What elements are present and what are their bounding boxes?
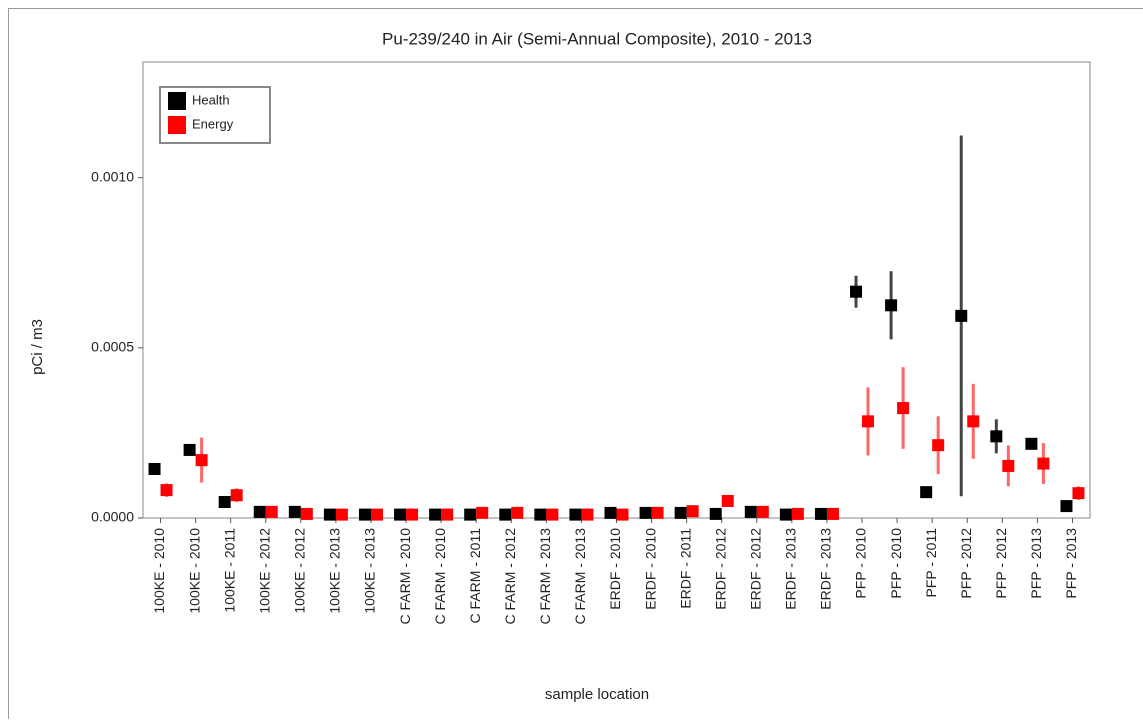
x-tick-label: ERDF - 2011 xyxy=(677,528,693,609)
point xyxy=(289,506,301,518)
x-tick-label: C FARM - 2010 xyxy=(432,528,448,625)
x-tick-label: C FARM - 2013 xyxy=(537,528,553,625)
x-tick-label: 100KE - 2012 xyxy=(256,528,272,614)
point xyxy=(827,508,839,520)
point xyxy=(149,463,161,475)
point xyxy=(885,299,897,311)
y-axis-label: pCi / m3 xyxy=(29,319,46,375)
point xyxy=(511,507,523,519)
point xyxy=(301,508,313,520)
point xyxy=(231,489,243,501)
point xyxy=(534,509,546,521)
x-tick-label: 100KE - 2010 xyxy=(186,528,202,614)
point xyxy=(605,507,617,519)
point xyxy=(476,507,488,519)
point xyxy=(464,509,476,521)
y-tick-label: 0.0000 xyxy=(91,509,134,525)
point xyxy=(569,509,581,521)
point xyxy=(499,509,511,521)
x-tick-label: C FARM - 2011 xyxy=(467,528,483,624)
point xyxy=(359,509,371,521)
point xyxy=(1072,487,1084,499)
x-tick-label: PFP - 2012 xyxy=(993,528,1009,599)
point xyxy=(219,496,231,508)
point xyxy=(815,508,827,520)
point xyxy=(675,507,687,519)
x-tick-label: 100KE - 2013 xyxy=(327,528,343,614)
point xyxy=(932,439,944,451)
x-tick-label: ERDF - 2013 xyxy=(783,528,799,610)
point xyxy=(850,286,862,298)
y-tick-label: 0.0010 xyxy=(91,168,134,184)
x-tick-label: ERDF - 2012 xyxy=(747,528,763,610)
point xyxy=(780,509,792,521)
x-tick-label: C FARM - 2013 xyxy=(572,528,588,625)
x-tick-label: ERDF - 2013 xyxy=(818,528,834,610)
x-tick-label: PFP - 2010 xyxy=(888,528,904,599)
point xyxy=(324,509,336,521)
point xyxy=(1025,438,1037,450)
point xyxy=(652,507,664,519)
point xyxy=(955,310,967,322)
legend-swatch xyxy=(168,116,186,134)
point xyxy=(640,507,652,519)
point xyxy=(184,444,196,456)
point xyxy=(254,506,266,518)
point xyxy=(757,506,769,518)
x-tick-label: 100KE - 2012 xyxy=(292,528,308,614)
point xyxy=(394,509,406,521)
x-tick-label: 100KE - 2013 xyxy=(362,528,378,614)
point xyxy=(266,506,278,518)
point xyxy=(429,509,441,521)
x-axis-label: sample location xyxy=(545,686,649,703)
x-tick-label: PFP - 2013 xyxy=(1063,528,1079,599)
x-tick-label: PFP - 2011 xyxy=(923,528,939,598)
x-tick-label: ERDF - 2010 xyxy=(642,528,658,610)
point xyxy=(371,509,383,521)
point xyxy=(336,509,348,521)
point xyxy=(897,402,909,414)
x-tick-label: 100KE - 2010 xyxy=(151,528,167,614)
x-tick-label: C FARM - 2012 xyxy=(502,528,518,625)
point xyxy=(161,484,173,496)
point xyxy=(1060,500,1072,512)
point xyxy=(967,415,979,427)
x-tick-label: PFP - 2013 xyxy=(1028,528,1044,599)
legend-label: Health xyxy=(192,92,230,107)
x-tick-label: ERDF - 2010 xyxy=(607,528,623,610)
point xyxy=(920,486,932,498)
point xyxy=(581,509,593,521)
legend-label: Energy xyxy=(192,116,234,131)
point xyxy=(441,509,453,521)
point xyxy=(722,495,734,507)
x-tick-label: PFP - 2010 xyxy=(853,528,869,599)
point xyxy=(1002,460,1014,472)
point xyxy=(1037,458,1049,470)
chart-title: Pu-239/240 in Air (Semi-Annual Composite… xyxy=(382,29,812,48)
point xyxy=(406,509,418,521)
point xyxy=(990,430,1002,442)
point xyxy=(792,508,804,520)
point xyxy=(687,505,699,517)
point xyxy=(745,506,757,518)
x-tick-label: PFP - 2012 xyxy=(958,528,974,599)
x-tick-label: ERDF - 2012 xyxy=(712,528,728,610)
x-tick-label: C FARM - 2010 xyxy=(397,528,413,625)
point xyxy=(710,508,722,520)
point xyxy=(196,454,208,466)
legend-swatch xyxy=(168,92,186,110)
point xyxy=(546,509,558,521)
point xyxy=(862,415,874,427)
point xyxy=(617,509,629,521)
x-tick-label: 100KE - 2011 xyxy=(221,528,237,613)
y-tick-label: 0.0005 xyxy=(91,339,134,355)
